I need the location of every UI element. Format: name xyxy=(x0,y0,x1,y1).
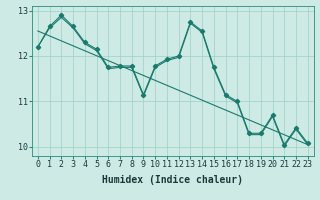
X-axis label: Humidex (Indice chaleur): Humidex (Indice chaleur) xyxy=(102,175,243,185)
